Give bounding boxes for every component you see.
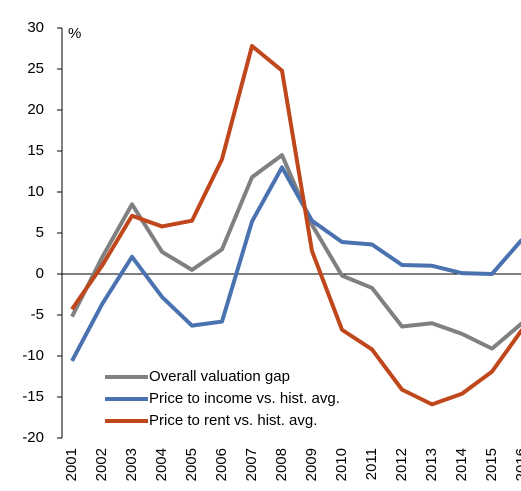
x-tick-label: 2015 [483,448,500,481]
x-tick-label: 2002 [93,448,110,481]
series-line [70,165,521,362]
legend-label: Price to income vs. hist. avg. [149,390,340,407]
x-tick-label: 2013 [423,448,440,481]
x-tick-label: 2001 [63,448,80,481]
legend-label: Overall valuation gap [149,368,290,385]
x-tick-label: 2006 [213,448,230,481]
y-axis-label: % [68,25,81,42]
x-tick-label: 2005 [183,448,200,481]
y-tick-label: 10 [27,183,44,200]
y-tick-label: 30 [27,19,44,36]
x-tick-label: 2016 [513,448,521,481]
x-tick-label: 2007 [243,448,260,481]
x-tick-label: 2009 [303,448,320,481]
series-line [70,153,521,351]
x-tick-label: 2011 [363,448,380,480]
x-tick-label: 2003 [123,448,140,481]
y-tick-label: 25 [27,60,44,77]
y-tick-label: -20 [22,429,44,446]
x-tick-label: 2014 [453,448,470,481]
x-tick-label: 2012 [393,448,410,481]
y-tick-label: 0 [36,265,44,282]
series-line [70,44,521,407]
x-tick-label: 2008 [273,448,290,481]
y-tick-label: 20 [27,101,44,118]
y-tick-label: -5 [31,306,44,323]
y-tick-label: -15 [22,388,44,405]
y-tick-label: 15 [27,142,44,159]
y-tick-label: 5 [36,224,44,241]
y-tick-label: -10 [22,347,44,364]
x-tick-label: 2004 [153,448,170,481]
legend-label: Price to rent vs. hist. avg. [149,412,317,429]
x-tick-label: 2010 [333,448,350,481]
